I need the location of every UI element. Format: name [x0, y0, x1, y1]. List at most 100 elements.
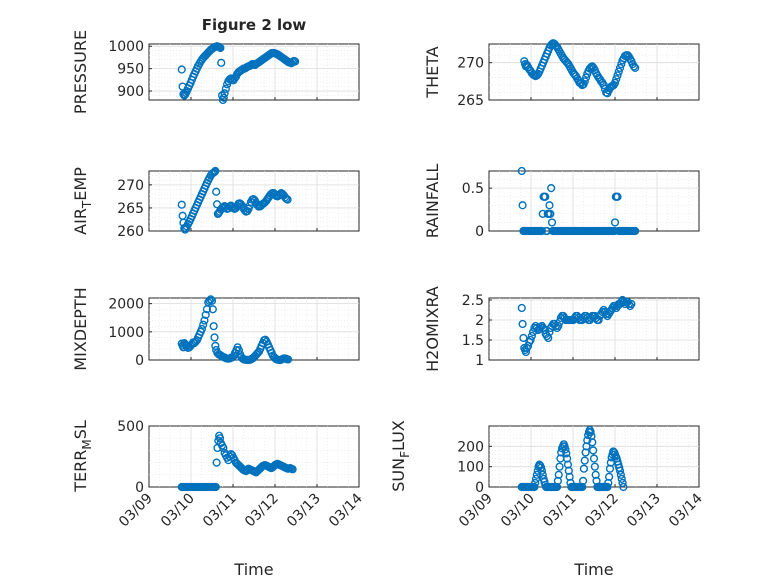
data-point — [629, 62, 639, 71]
y-axis-label: RAINFALL — [423, 164, 442, 239]
data-point — [618, 478, 627, 488]
data-point — [219, 93, 228, 102]
data-point — [207, 296, 217, 305]
y-tick-label: 0 — [135, 353, 144, 369]
data-point — [619, 482, 628, 492]
data-point — [580, 77, 589, 86]
data-point — [531, 474, 541, 483]
data-point — [199, 320, 208, 329]
y-tick-label: 1000 — [108, 39, 144, 55]
data-point — [211, 341, 220, 351]
data-point — [234, 346, 243, 355]
data-point — [589, 446, 598, 455]
data-point — [617, 474, 626, 483]
y-axis-label-main: TERR — [71, 450, 90, 493]
data-point — [177, 65, 186, 74]
data-point — [219, 443, 228, 453]
y-tick-label: 2000 — [108, 297, 144, 313]
y-tick-label: 0.5 — [462, 181, 484, 197]
y-axis-label: SUNFLUX — [389, 420, 412, 492]
data-point — [583, 436, 592, 445]
data-point — [236, 200, 246, 209]
data-point — [554, 321, 563, 331]
data-point — [599, 80, 608, 90]
panel-pressure: Figure 2 low PRESSURE 900 950 1000 — [71, 16, 360, 114]
data-point — [518, 319, 527, 329]
data-point — [613, 192, 622, 201]
data-point — [228, 353, 237, 362]
data-point — [615, 466, 625, 475]
data-point — [200, 316, 209, 325]
y-tick-label: 1000 — [108, 325, 144, 341]
data-point — [517, 166, 526, 176]
data-point — [547, 184, 556, 193]
data-point — [230, 74, 239, 83]
y-axis-label-rest: LUX — [389, 420, 408, 451]
y-tick-label: 270 — [457, 56, 484, 72]
data-point — [206, 295, 215, 304]
data-point — [518, 201, 527, 210]
data-points — [517, 166, 640, 236]
grid-lines — [489, 171, 699, 231]
data-point — [283, 355, 293, 364]
figure-title: Figure 2 low — [202, 16, 307, 34]
data-point — [562, 449, 571, 458]
y-axis-label-rest: SL — [71, 420, 90, 439]
data-point — [603, 482, 612, 492]
y-tick-label: 2.5 — [462, 293, 484, 309]
y-axis-label-main: SUN — [389, 458, 408, 492]
data-point — [546, 209, 555, 218]
y-tick-label: 0 — [135, 480, 144, 496]
data-point — [211, 482, 220, 492]
data-point — [554, 470, 563, 479]
data-point — [287, 59, 296, 68]
data-point — [209, 168, 218, 177]
data-point — [531, 478, 540, 488]
data-point — [212, 187, 221, 196]
y-tick-label: 100 — [457, 460, 484, 476]
x-axis-label: Time — [573, 560, 613, 579]
data-point — [280, 193, 290, 202]
y-tick-label: 0 — [475, 224, 484, 240]
data-point — [212, 458, 221, 467]
y-tick-label: 0 — [475, 480, 484, 496]
data-points — [517, 295, 636, 357]
data-points — [517, 425, 628, 492]
data-point — [197, 324, 207, 334]
y-tick-label: 200 — [457, 439, 484, 455]
data-point — [547, 218, 557, 227]
data-point — [631, 63, 640, 72]
data-point — [201, 310, 210, 320]
data-point — [561, 445, 570, 454]
data-point — [177, 200, 186, 209]
data-point — [631, 226, 640, 236]
data-points — [177, 166, 292, 234]
data-point — [613, 71, 622, 80]
data-point — [288, 465, 297, 474]
data-point — [210, 167, 219, 177]
panel-h2omixra: H2OMIXRA 1 1.5 2 2.5 — [423, 286, 700, 372]
y-tick-label: 1 — [475, 353, 484, 369]
y-tick-label: 500 — [117, 419, 144, 435]
panel-air-temp: AIRTEMP 260 265 270 — [71, 166, 360, 240]
data-points — [177, 42, 300, 105]
data-point — [191, 337, 200, 346]
y-axis-label-main: AIR — [71, 208, 90, 235]
y-axis-label: TERRMSL — [71, 420, 94, 493]
panel-mixdepth: MIXDEPTH 0 1000 2000 — [71, 287, 360, 371]
data-point — [555, 462, 564, 471]
data-point — [614, 67, 623, 76]
data-points — [177, 295, 293, 365]
data-point — [581, 73, 591, 82]
y-tick-label: 900 — [117, 84, 144, 100]
y-tick-label: 260 — [117, 224, 144, 240]
data-point — [588, 438, 597, 447]
data-point — [537, 466, 547, 475]
data-point — [210, 333, 219, 342]
data-point — [537, 226, 547, 236]
data-point — [217, 58, 226, 67]
data-points — [177, 431, 297, 492]
data-point — [580, 456, 589, 465]
data-point — [519, 333, 528, 343]
